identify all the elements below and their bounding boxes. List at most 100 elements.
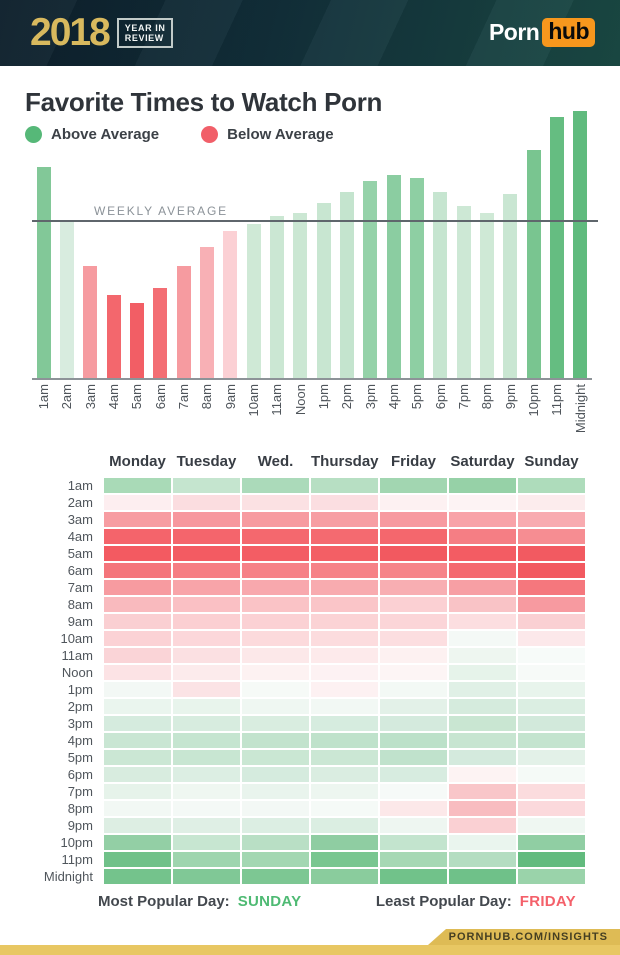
heatmap-cell-thursday-noon xyxy=(311,664,378,681)
xlabel-7pm: 7pm xyxy=(452,384,475,409)
xlabel-text: 9pm xyxy=(502,384,518,410)
heatmap-row-label-6pm: 6pm xyxy=(67,766,93,782)
legend-label: Above Average xyxy=(51,126,160,143)
heatmap-cell-monday-6pm xyxy=(104,766,171,783)
hourly-bar-chart: WEEKLY AVERAGE xyxy=(32,108,598,380)
heatmap-cell-wed-2am xyxy=(242,494,309,511)
xlabel-11pm: 11pm xyxy=(545,384,568,416)
heatmap-cell-saturday-9am xyxy=(449,613,516,630)
heatmap-row-label-5am: 5am xyxy=(67,545,93,561)
xlabel-text: 3pm xyxy=(362,384,378,410)
heatmap-cell-friday-7pm xyxy=(380,783,447,800)
heatmap-cell-wed-3am xyxy=(242,511,309,528)
heatmap-cell-sunday-1pm xyxy=(518,681,585,698)
heatmap-cell-monday-4am xyxy=(104,528,171,545)
heatmap-row-label-9pm: 9pm xyxy=(67,817,93,833)
bar-10pm xyxy=(526,150,541,378)
bar-1pm xyxy=(316,203,331,378)
heatmap-row-label-noon: Noon xyxy=(61,664,93,680)
year-badge-line1: YEAR IN xyxy=(124,22,166,33)
heatmap-cell-tuesday-8pm xyxy=(173,800,240,816)
xlabel-4pm: 4pm xyxy=(382,384,405,409)
heatmap-cell-sunday-8pm xyxy=(518,800,585,816)
heatmap-cell-sunday-10pm xyxy=(518,834,585,850)
heatmap-cell-friday-1am xyxy=(380,478,447,494)
xlabel-2pm: 2pm xyxy=(335,384,358,409)
xlabel-1am: 1am xyxy=(32,384,55,409)
xlabel-text: 2am xyxy=(59,384,75,410)
heatmap-cell-sunday-noon xyxy=(518,664,585,681)
heatmap-cell-wed-6am xyxy=(242,562,309,579)
heatmap-cell-saturday-noon xyxy=(449,664,516,681)
xlabel-6pm: 6pm xyxy=(429,384,452,409)
heatmap-cell-saturday-7pm xyxy=(449,783,516,800)
heatmap-row-label-11am: 11am xyxy=(61,647,93,663)
bar-9am xyxy=(223,231,238,378)
heatmap-cell-tuesday-4am xyxy=(173,528,240,545)
heatmap-cell-friday-midnight xyxy=(380,868,447,884)
xlabel-11am: 11am xyxy=(265,384,288,416)
heatmap-column-header-monday: Monday xyxy=(109,453,166,470)
xlabel-1pm: 1pm xyxy=(312,384,335,409)
heatmap-cell-saturday-3am xyxy=(449,511,516,528)
heatmap-cell-thursday-3pm xyxy=(311,715,378,732)
xlabel-text: 5am xyxy=(129,384,145,410)
xlabel-text: 10am xyxy=(246,384,262,417)
bar-11am xyxy=(269,216,284,378)
bar-2am xyxy=(59,220,74,378)
heatmap-cell-friday-8am xyxy=(380,596,447,613)
insights-url-tab: PORNHUB.COM/INSIGHTS xyxy=(428,929,620,945)
heatmap-cell-thursday-7pm xyxy=(311,783,378,800)
heatmap-cell-tuesday-2pm xyxy=(173,698,240,715)
xlabel-text: Noon xyxy=(292,384,308,416)
heatmap-cell-friday-5am xyxy=(380,545,447,562)
xlabel-text: 3am xyxy=(82,384,98,410)
most-popular-label: Most Popular Day: xyxy=(98,893,230,910)
heatmap-cell-friday-10pm xyxy=(380,834,447,850)
heatmap-cell-sunday-8am xyxy=(518,596,585,613)
heatmap-cell-wed-8pm xyxy=(242,800,309,816)
summary-footer: Most Popular Day: SUNDAY Least Popular D… xyxy=(0,893,620,910)
xlabel-text: 11am xyxy=(269,384,285,416)
xlabel-10am: 10am xyxy=(242,384,265,417)
xlabel-7am: 7am xyxy=(172,384,195,409)
heatmap-cell-friday-2am xyxy=(380,494,447,511)
bar-5am xyxy=(129,303,144,378)
heatmap-cell-thursday-1am xyxy=(311,478,378,494)
heatmap-cell-tuesday-midnight xyxy=(173,868,240,884)
heatmap-cell-thursday-3am xyxy=(311,511,378,528)
bar-chart-bars xyxy=(32,108,592,378)
heatmap-row-label-6am: 6am xyxy=(67,562,93,578)
legend-label: Below Average xyxy=(227,126,334,143)
heatmap-cell-wed-1pm xyxy=(242,681,309,698)
heatmap-cell-sunday-7pm xyxy=(518,783,585,800)
heatmap-cell-wed-9am xyxy=(242,613,309,630)
heatmap-cell-tuesday-1am xyxy=(173,478,240,494)
xlabel-text: 4am xyxy=(106,384,122,410)
heatmap-cell-sunday-11pm xyxy=(518,851,585,867)
xlabel-3pm: 3pm xyxy=(359,384,382,409)
least-popular-value: FRIDAY xyxy=(519,893,576,910)
bar-7pm xyxy=(456,206,471,378)
heatmap-cell-sunday-3am xyxy=(518,511,585,528)
heatmap-cell-saturday-10pm xyxy=(449,834,516,850)
heatmap-row-label-3am: 3am xyxy=(67,511,93,527)
heatmap-cell-saturday-5am xyxy=(449,545,516,562)
heatmap-column-header-wed: Wed. xyxy=(257,453,294,470)
heatmap-cell-thursday-11am xyxy=(311,647,378,664)
xlabel-text: 2pm xyxy=(339,384,355,410)
heatmap-cell-saturday-5pm xyxy=(449,749,516,766)
year-badge: YEAR IN REVIEW xyxy=(116,17,174,49)
xlabel-text: 8am xyxy=(199,384,215,410)
heatmap-cell-wed-9pm xyxy=(242,817,309,833)
heatmap-cell-saturday-1pm xyxy=(449,681,516,698)
bar-2pm xyxy=(339,192,354,378)
heatmap-row-label-7pm: 7pm xyxy=(67,783,93,799)
heatmap-cell-friday-9am xyxy=(380,613,447,630)
heatmap-cell-wed-4pm xyxy=(242,732,309,749)
xlabel-text: 5pm xyxy=(409,384,425,410)
heatmap-cell-monday-10pm xyxy=(104,834,171,850)
xlabel-text: 10pm xyxy=(526,384,542,417)
heatmap-row-label-11pm: 11pm xyxy=(61,851,93,867)
heatmap-cell-friday-noon xyxy=(380,664,447,681)
